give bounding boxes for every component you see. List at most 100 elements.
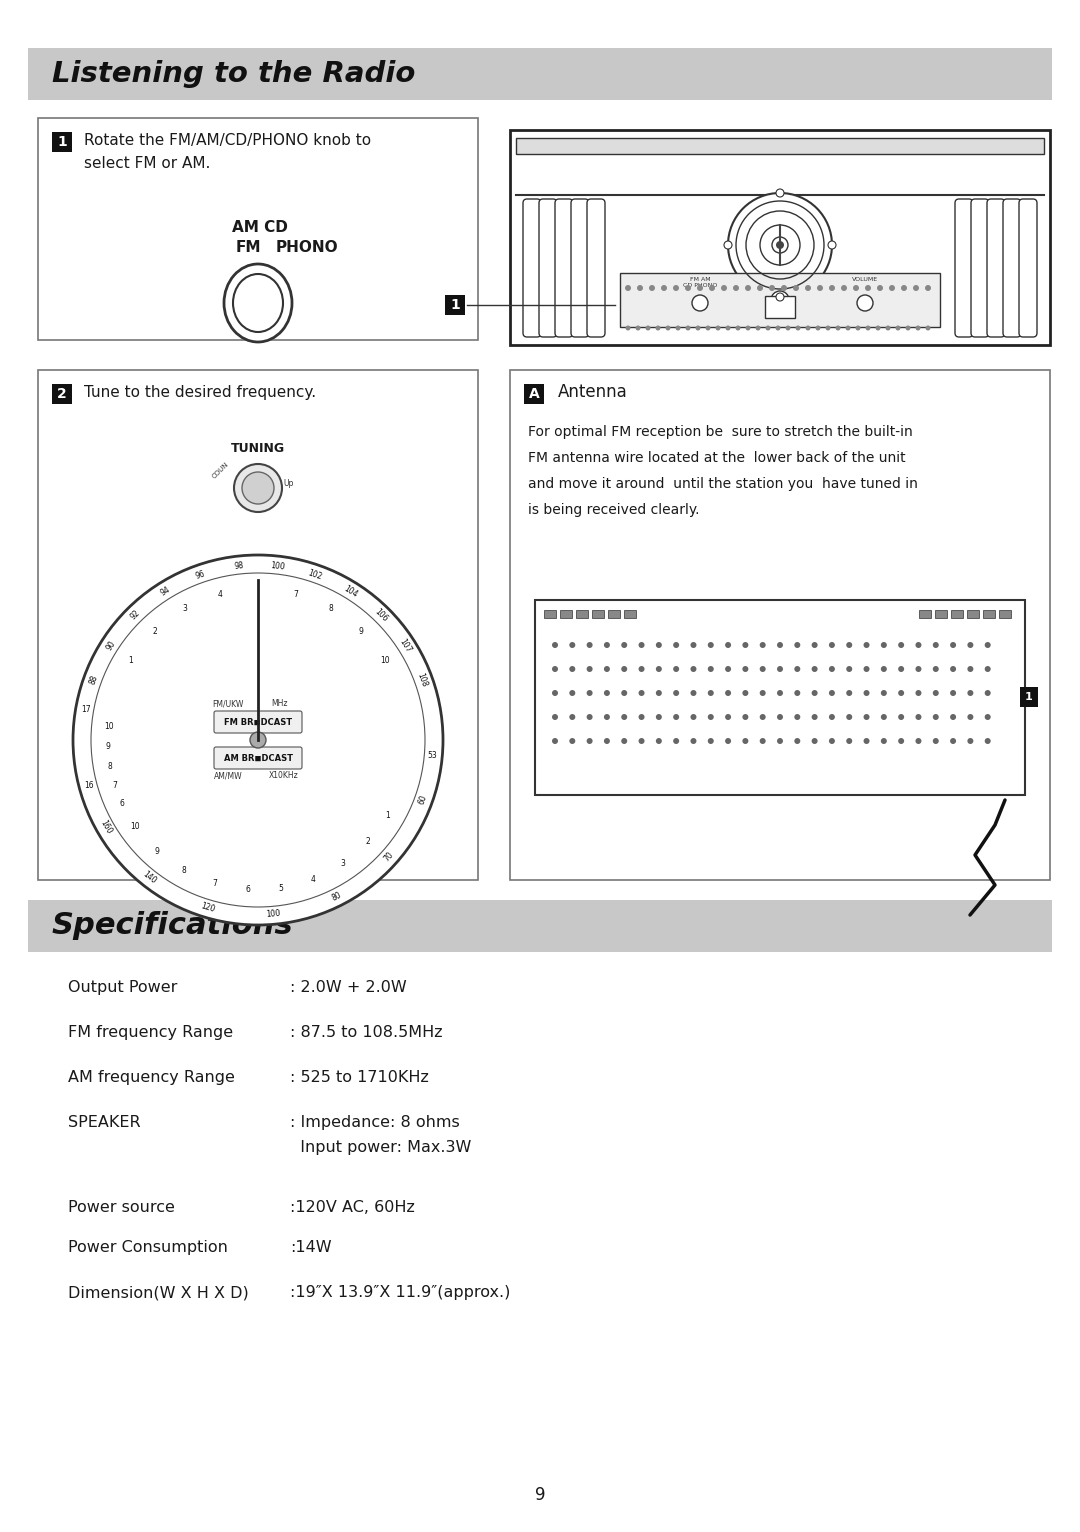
Text: 104: 104 bbox=[341, 584, 359, 599]
Text: FM BR◼DCAST: FM BR◼DCAST bbox=[224, 717, 292, 726]
Text: 8: 8 bbox=[328, 604, 333, 613]
Text: X10KHz: X10KHz bbox=[269, 772, 299, 780]
Circle shape bbox=[950, 642, 956, 648]
Circle shape bbox=[673, 642, 679, 648]
Bar bbox=[510, 130, 1050, 345]
Circle shape bbox=[586, 666, 593, 673]
Circle shape bbox=[905, 325, 910, 331]
Text: 2: 2 bbox=[57, 388, 67, 401]
Circle shape bbox=[864, 689, 869, 696]
Circle shape bbox=[950, 714, 956, 720]
Circle shape bbox=[733, 285, 739, 291]
Circle shape bbox=[673, 689, 679, 696]
Circle shape bbox=[829, 285, 835, 291]
Circle shape bbox=[638, 666, 645, 673]
Circle shape bbox=[794, 642, 800, 648]
Circle shape bbox=[933, 738, 939, 745]
Circle shape bbox=[637, 285, 643, 291]
Text: AM/MW: AM/MW bbox=[214, 772, 242, 780]
Text: 3: 3 bbox=[340, 859, 346, 869]
Circle shape bbox=[697, 285, 703, 291]
Text: 94: 94 bbox=[159, 585, 172, 597]
Circle shape bbox=[91, 573, 426, 907]
Text: 3: 3 bbox=[183, 604, 188, 613]
Text: : 87.5 to 108.5MHz: : 87.5 to 108.5MHz bbox=[291, 1025, 443, 1040]
Circle shape bbox=[586, 642, 593, 648]
Circle shape bbox=[777, 293, 784, 300]
Circle shape bbox=[707, 666, 714, 673]
Bar bbox=[967, 610, 978, 617]
Circle shape bbox=[665, 325, 671, 331]
Circle shape bbox=[552, 738, 558, 745]
FancyBboxPatch shape bbox=[1003, 199, 1021, 337]
Circle shape bbox=[899, 714, 904, 720]
Circle shape bbox=[569, 689, 576, 696]
Circle shape bbox=[805, 285, 811, 291]
Text: PHONO: PHONO bbox=[276, 241, 339, 256]
Text: VOLUME: VOLUME bbox=[852, 277, 878, 282]
Circle shape bbox=[690, 714, 697, 720]
Circle shape bbox=[707, 714, 714, 720]
Circle shape bbox=[865, 285, 870, 291]
Text: Specifications: Specifications bbox=[52, 912, 294, 941]
Circle shape bbox=[864, 738, 869, 745]
Circle shape bbox=[725, 666, 731, 673]
Text: : 2.0W + 2.0W: : 2.0W + 2.0W bbox=[291, 980, 407, 994]
Circle shape bbox=[759, 714, 766, 720]
Circle shape bbox=[604, 642, 610, 648]
Circle shape bbox=[781, 285, 787, 291]
Bar bbox=[1020, 686, 1038, 706]
Circle shape bbox=[864, 666, 869, 673]
Circle shape bbox=[742, 738, 748, 745]
Circle shape bbox=[775, 325, 781, 331]
Circle shape bbox=[836, 325, 840, 331]
Circle shape bbox=[656, 714, 662, 720]
Text: 98: 98 bbox=[233, 561, 244, 571]
Bar bbox=[999, 610, 1011, 617]
Text: TUNING: TUNING bbox=[231, 441, 285, 455]
Circle shape bbox=[950, 738, 956, 745]
Circle shape bbox=[841, 285, 847, 291]
Circle shape bbox=[968, 714, 973, 720]
Circle shape bbox=[899, 642, 904, 648]
Circle shape bbox=[728, 193, 832, 297]
Text: Tune to the desired frequency.: Tune to the desired frequency. bbox=[84, 385, 316, 400]
Circle shape bbox=[794, 666, 800, 673]
Text: 10: 10 bbox=[131, 821, 140, 830]
Circle shape bbox=[796, 325, 800, 331]
Circle shape bbox=[621, 666, 627, 673]
Ellipse shape bbox=[233, 274, 283, 332]
Circle shape bbox=[726, 325, 730, 331]
Circle shape bbox=[950, 666, 956, 673]
Circle shape bbox=[552, 714, 558, 720]
Circle shape bbox=[777, 714, 783, 720]
Bar bbox=[445, 296, 465, 316]
Text: Power Consumption: Power Consumption bbox=[68, 1239, 228, 1255]
Circle shape bbox=[777, 642, 783, 648]
Text: Input power: Max.3W: Input power: Max.3W bbox=[291, 1140, 471, 1155]
Circle shape bbox=[646, 325, 650, 331]
Circle shape bbox=[656, 738, 662, 745]
Circle shape bbox=[621, 738, 627, 745]
Circle shape bbox=[586, 714, 593, 720]
FancyBboxPatch shape bbox=[1020, 199, 1037, 337]
Circle shape bbox=[806, 325, 810, 331]
FancyBboxPatch shape bbox=[588, 199, 605, 337]
Circle shape bbox=[916, 738, 921, 745]
Circle shape bbox=[811, 642, 818, 648]
Text: 9: 9 bbox=[106, 741, 110, 751]
Circle shape bbox=[924, 285, 931, 291]
Text: FM antenna wire located at the  lower back of the unit: FM antenna wire located at the lower bac… bbox=[528, 450, 906, 466]
Text: AM CD: AM CD bbox=[232, 221, 288, 236]
Circle shape bbox=[968, 689, 973, 696]
Circle shape bbox=[933, 714, 939, 720]
Text: 16: 16 bbox=[84, 781, 94, 791]
Circle shape bbox=[933, 642, 939, 648]
Bar bbox=[52, 132, 72, 152]
Text: 10: 10 bbox=[104, 723, 113, 731]
Text: FM: FM bbox=[237, 241, 261, 256]
Bar bbox=[592, 610, 604, 617]
Circle shape bbox=[985, 689, 990, 696]
Bar bbox=[535, 601, 1025, 795]
Circle shape bbox=[707, 642, 714, 648]
